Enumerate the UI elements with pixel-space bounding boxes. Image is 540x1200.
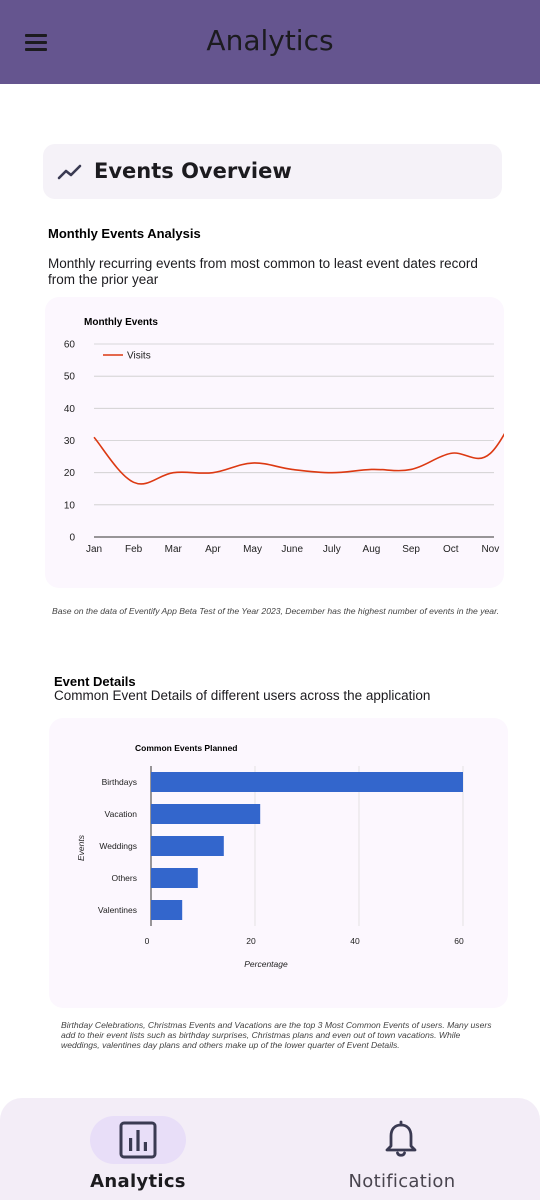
y-tick-label: 0: [69, 533, 75, 544]
monthly-events-caption: Base on the data of Eventify App Beta Te…: [52, 606, 499, 616]
x-tick-label: May: [243, 544, 262, 555]
hamburger-menu-icon[interactable]: [22, 29, 52, 55]
y-tick-label: 60: [64, 340, 76, 351]
event-details-description: Common Event Details of different users …: [54, 688, 431, 703]
x-tick-label: Sep: [402, 544, 420, 555]
y-tick-label: 10: [64, 500, 76, 511]
y-category-label: Valentines: [98, 905, 137, 915]
events-overview-title: Events Overview: [94, 159, 292, 183]
y-tick-label: 20: [64, 468, 76, 479]
x-tick-label: Oct: [443, 544, 459, 555]
x-tick-label: 20: [246, 936, 256, 946]
x-tick-label: 0: [145, 936, 150, 946]
event-details-caption: Birthday Celebrations, Christmas Events …: [61, 1020, 492, 1050]
bar-birthdays: [151, 772, 463, 792]
event-details-heading: Event Details: [54, 674, 136, 689]
bottom-navigation: Analytics Notification: [0, 1098, 540, 1200]
x-tick-label: Jan: [86, 544, 102, 555]
y-category-label: Others: [111, 873, 137, 883]
x-tick-label: Nov: [481, 544, 499, 555]
y-tick-label: 40: [64, 404, 76, 415]
y-tick-label: 50: [64, 372, 76, 383]
chart-title: Common Events Planned: [135, 743, 238, 753]
y-category-label: Vacation: [105, 809, 138, 819]
common-events-bar-chart: Common Events Planned 0 20 40 60 Birthdays Vac…: [76, 743, 464, 969]
x-tick-label: June: [281, 544, 303, 555]
events-overview-card: Events Overview: [43, 144, 502, 199]
y-axis-title: Events: [76, 834, 86, 861]
y-tick-label: 30: [64, 436, 76, 447]
monthly-events-analysis-description: Monthly recurring events from most commo…: [48, 256, 478, 287]
nav-item-notification[interactable]: Notification: [270, 1098, 540, 1200]
monthly-events-analysis-heading: Monthly Events Analysis: [48, 226, 201, 241]
monthly-events-line-chart: Monthly Events 0 10 20 30 40 50 60 Jan Feb Mar Apr M…: [64, 317, 539, 555]
x-tick-label: 60: [454, 936, 464, 946]
x-tick-label: July: [323, 544, 341, 555]
x-tick-label: 40: [350, 936, 360, 946]
chart-title: Monthly Events: [84, 317, 158, 328]
page-title: Analytics: [206, 24, 334, 57]
x-tick-label: Aug: [363, 544, 381, 555]
legend-label-visits: Visits: [127, 351, 151, 362]
y-category-label: Birthdays: [102, 777, 137, 787]
bar-others: [151, 868, 198, 888]
x-tick-label: Apr: [205, 544, 221, 555]
nav-label-notification: Notification: [348, 1171, 456, 1192]
trending-line-icon: [57, 164, 82, 180]
bell-icon: [385, 1120, 417, 1157]
nav-item-analytics[interactable]: Analytics: [0, 1098, 270, 1200]
bar-chart-icon: [119, 1121, 157, 1159]
x-tick-label: Feb: [125, 544, 143, 555]
y-category-label: Weddings: [99, 841, 137, 851]
x-axis-title: Percentage: [244, 959, 288, 969]
bar-vacation: [151, 804, 261, 824]
top-app-bar: Analytics: [0, 0, 540, 84]
common-events-chart-card: Common Events Planned 0 20 40 60 Birthdays Vac…: [49, 718, 508, 1008]
bar-valentines: [151, 900, 183, 920]
x-tick-label: Mar: [165, 544, 183, 555]
visits-series-line: [93, 382, 531, 485]
nav-label-analytics: Analytics: [90, 1171, 186, 1192]
bar-weddings: [151, 836, 224, 856]
monthly-events-chart-card: Monthly Events 0 10 20 30 40 50 60 Jan Feb Mar Apr M…: [45, 297, 539, 588]
